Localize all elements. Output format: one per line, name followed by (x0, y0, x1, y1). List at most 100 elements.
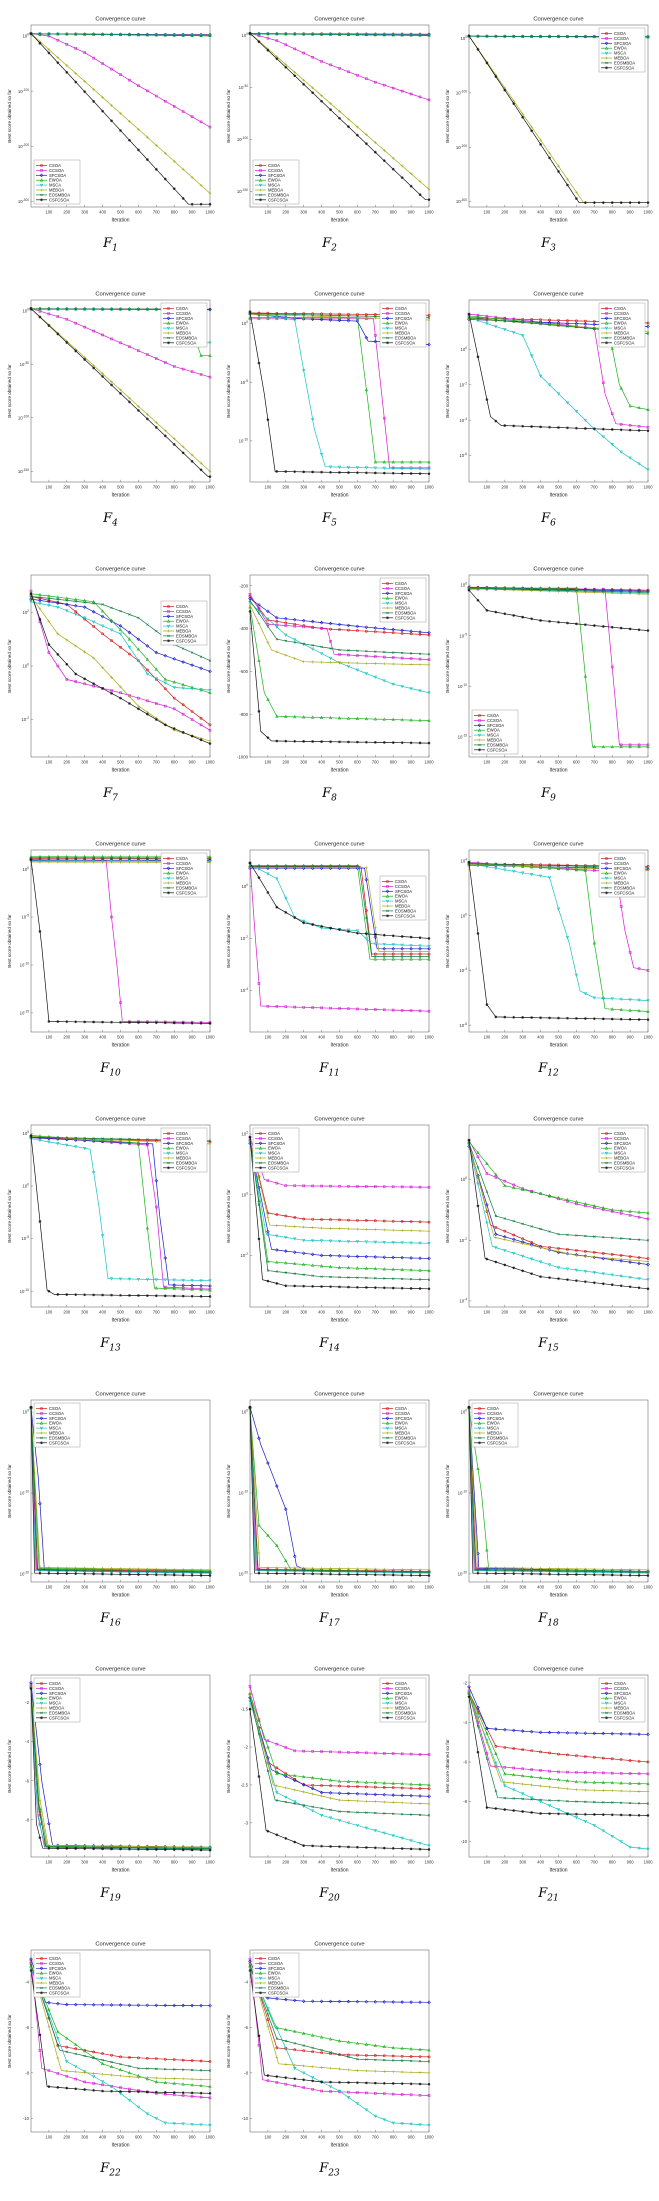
legend-entry-CSOA: CSOA (49, 163, 61, 168)
legend-entry-CCSOA: CCSOA (614, 1686, 629, 1691)
svg-text:900: 900 (407, 1310, 415, 1315)
series-CCSOA (248, 1957, 430, 2097)
legend-entry-EWOA: EWOA (395, 1696, 408, 1701)
svg-text:10-20: 10-20 (457, 1571, 467, 1577)
svg-text:900: 900 (188, 1310, 196, 1315)
chart-F2: Convergence curve 100 200 300 400 500 600 700 80… (226, 17, 434, 224)
svg-text:400: 400 (318, 210, 326, 215)
legend-entry-MEBOA: MEBOA (487, 738, 502, 743)
series-CSFCSOA (467, 588, 649, 633)
svg-text:102: 102 (22, 609, 29, 615)
y-axis-label: Best score obtained so far (7, 914, 12, 968)
legend-entry-MSCA: MSCA (268, 183, 280, 188)
legend-entry-MSCA: MSCA (176, 1151, 188, 1156)
legend-entry-MEBOA: MEBOA (268, 188, 283, 193)
series-SFCSOA (247, 1141, 431, 1261)
series-CCSOA (248, 32, 430, 102)
legend-entry-CSFCSOA: CSFCSOA (395, 615, 415, 620)
legend-entry-SFCSOA: SFCSOA (49, 173, 66, 178)
chart-F8: Convergence curve 100 200 300 400 500 600 700 80… (226, 567, 434, 774)
legend-entry-CCSOA: CCSOA (268, 1136, 283, 1141)
series-CCSOA (29, 1960, 211, 2100)
svg-text:-800: -800 (239, 712, 248, 717)
svg-text:100: 100 (460, 35, 467, 41)
x-axis-label: Iteration (111, 768, 129, 774)
panel-F18: Convergence curve 100 200 300 400 500 600 700 80… (439, 1375, 658, 1650)
legend-entry-CSFCSOA: CSFCSOA (268, 1165, 288, 1170)
svg-text:100: 100 (483, 485, 491, 490)
svg-text:300: 300 (81, 1310, 89, 1315)
legend-entry-EOSMBOA: EOSMBOA (395, 610, 416, 615)
svg-text:100: 100 (264, 1585, 272, 1590)
legend-entry-CSOA: CSOA (395, 1681, 407, 1686)
svg-text:400: 400 (537, 760, 545, 765)
svg-text:10-10: 10-10 (238, 1490, 248, 1496)
series-CSFCSOA (29, 307, 211, 479)
legend-entry-CSOA: CSOA (176, 306, 188, 311)
legend: CSOACCSOASFCSOAEWOAMSCAMEBOAEOSMBOACSFCS… (160, 302, 207, 348)
legend-entry-MEBOA: MEBOA (49, 1981, 64, 1986)
legend-entry-EOSMBOA: EOSMBOA (49, 192, 70, 197)
series-CSFCSOA (29, 1134, 211, 1298)
legend-entry-EWOA: EWOA (49, 178, 62, 183)
legend-entry-CSFCSOA: CSFCSOA (176, 1165, 196, 1170)
legend-entry-CSFCSOA: CSFCSOA (614, 340, 634, 345)
x-axis-label: Iteration (549, 1318, 567, 1324)
svg-text:900: 900 (407, 1585, 415, 1590)
panel-F3: Convergence curve 100 200 300 400 500 600 700 80… (439, 0, 658, 275)
svg-text:-1000: -1000 (237, 755, 249, 760)
svg-text:200: 200 (282, 1035, 290, 1040)
x-axis-label: Iteration (330, 768, 348, 774)
chart-title: Convergence curve (314, 1117, 364, 1123)
chart-F16: Convergence curve 100 200 300 400 500 600 700 80… (7, 1392, 215, 1599)
legend-entry-MSCA: MSCA (614, 51, 626, 56)
svg-text:600: 600 (572, 760, 580, 765)
svg-text:100: 100 (22, 1183, 29, 1189)
legend: CSOACCSOASFCSOAEWOAMSCAMEBOAEOSMBOACSFCS… (252, 159, 299, 205)
legend-entry-EOSMBOA: EOSMBOA (268, 1985, 289, 1990)
svg-text:800: 800 (389, 1035, 397, 1040)
svg-text:900: 900 (626, 1585, 634, 1590)
legend-entry-CSFCSOA: CSFCSOA (395, 1440, 415, 1445)
legend-entry-EOSMBOA: EOSMBOA (395, 335, 416, 340)
legend: CSOACCSOASFCSOAEWOAMSCAMEBOAEOSMBOACSFCS… (252, 1952, 299, 1998)
legend-entry-MSCA: MSCA (49, 183, 61, 188)
svg-text:600: 600 (134, 485, 142, 490)
svg-text:400: 400 (99, 485, 107, 490)
series-CSFCSOA (29, 32, 211, 206)
svg-text:200: 200 (501, 485, 509, 490)
svg-text:700: 700 (590, 760, 598, 765)
legend-entry-CSFCSOA: CSFCSOA (268, 197, 288, 202)
svg-text:1000: 1000 (205, 1585, 215, 1590)
chart-F17: Convergence curve 100 200 300 400 500 600 700 80… (226, 1392, 434, 1599)
legend-entry-CSFCSOA: CSFCSOA (614, 1165, 634, 1170)
legend-entry-CSFCSOA: CSFCSOA (49, 1440, 69, 1445)
series-MSCA (466, 1143, 650, 1282)
series-MSCA (247, 1140, 431, 1246)
svg-text:700: 700 (152, 1585, 160, 1590)
svg-text:500: 500 (117, 1585, 125, 1590)
x-axis-label: Iteration (111, 218, 129, 224)
svg-text:10-200: 10-200 (455, 144, 466, 150)
svg-text:10-2: 10-2 (21, 716, 29, 722)
panel-F12: Convergence curve 100 200 300 400 500 600 700 80… (439, 825, 658, 1100)
chart-title: Convergence curve (314, 842, 364, 848)
legend-entry-EWOA: EWOA (49, 1971, 62, 1976)
legend-entry-MSCA: MSCA (614, 326, 626, 331)
x-axis-label: Iteration (330, 1868, 348, 1874)
legend: CSOACCSOASFCSOAEWOAMSCAMEBOAEOSMBOACSFCS… (33, 1677, 80, 1723)
series-CSFCSOA (248, 1707, 430, 1851)
legend-entry-MSCA: MSCA (395, 601, 407, 606)
y-axis-label: Best score obtained so far (226, 89, 231, 143)
legend-entry-EWOA: EWOA (614, 1696, 627, 1701)
legend-entry-SFCSOA: SFCSOA (176, 1141, 193, 1146)
svg-text:10-10: 10-10 (19, 1490, 29, 1496)
svg-text:800: 800 (170, 1585, 178, 1590)
series-CSFCSOA (29, 858, 211, 1025)
chart-title: Convergence curve (533, 1667, 583, 1673)
series-CCSOA (29, 307, 211, 379)
x-axis-label: Iteration (111, 1043, 129, 1049)
y-axis-label: Best score obtained so far (226, 1739, 231, 1793)
